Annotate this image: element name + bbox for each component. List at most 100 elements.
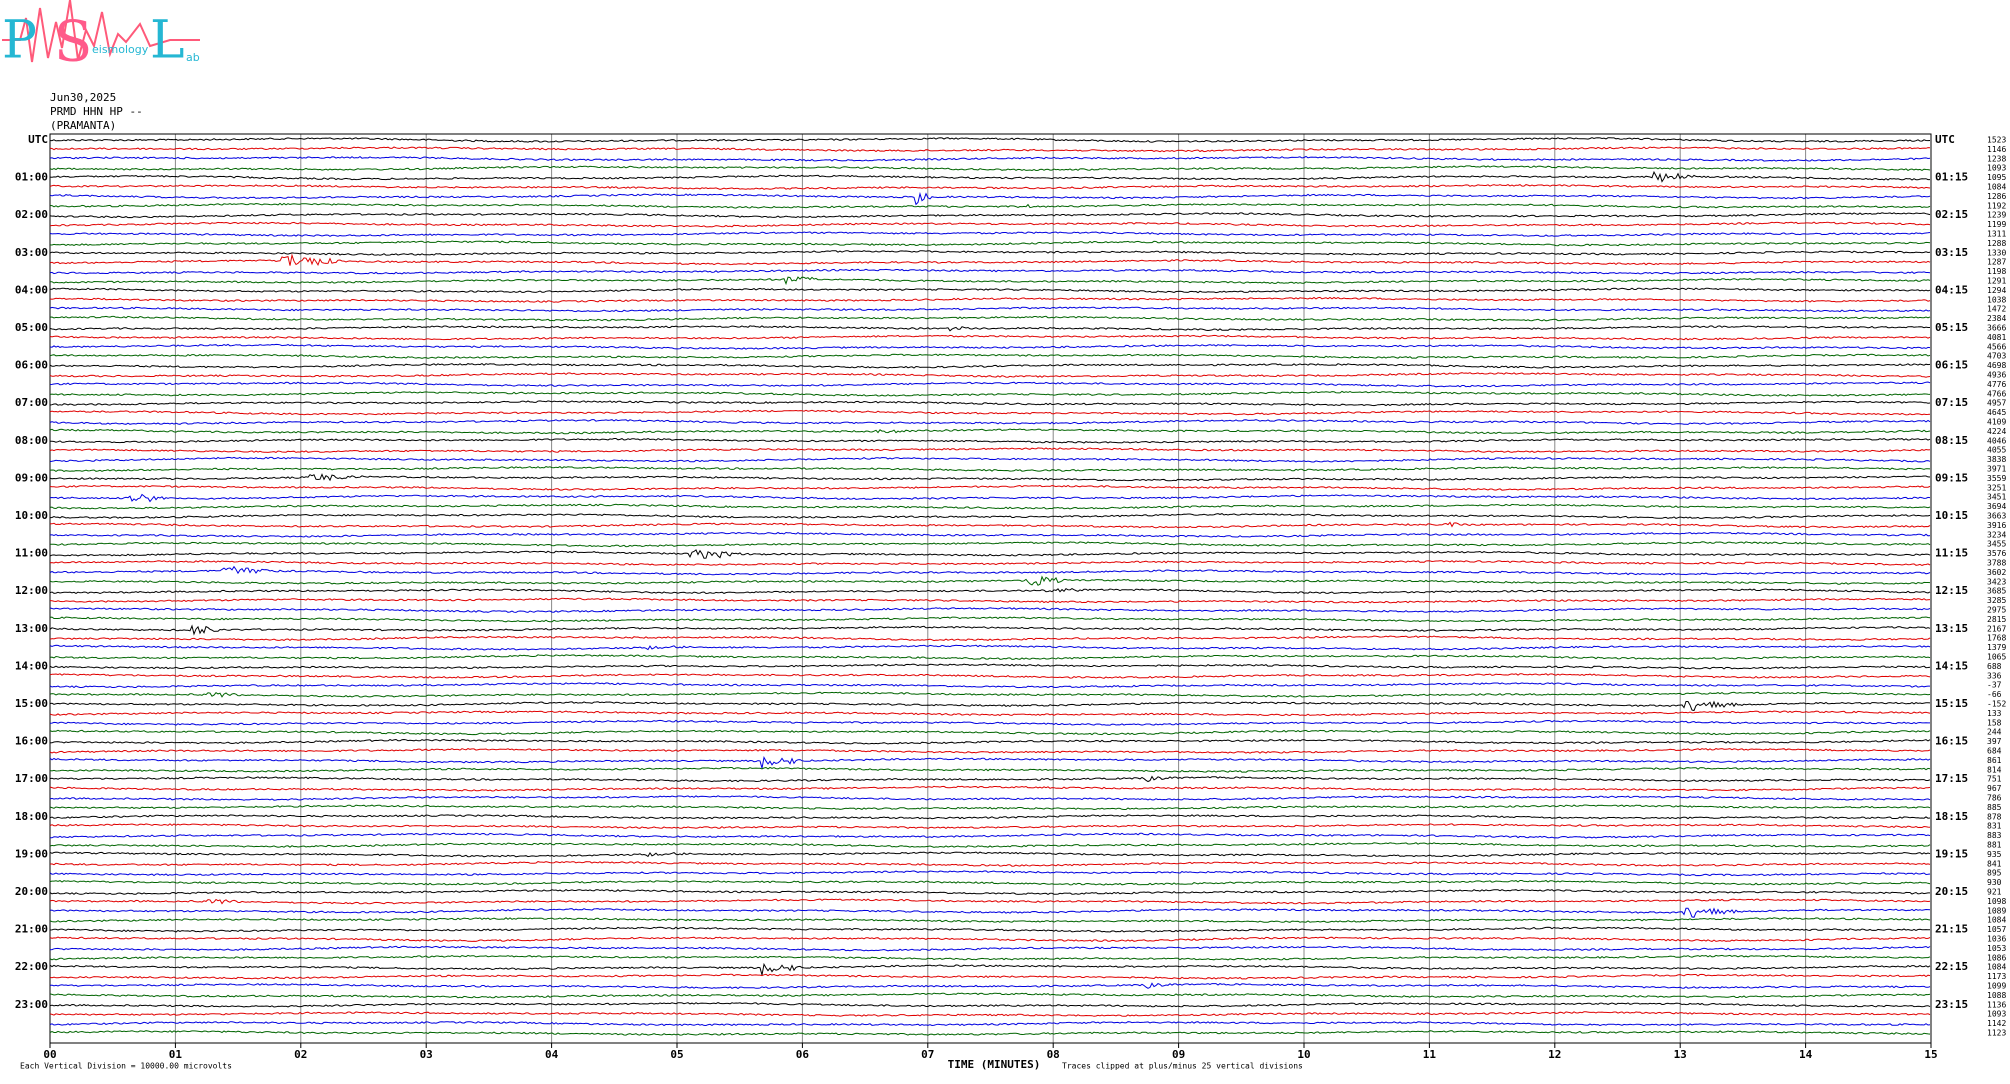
trace (49, 191, 1931, 206)
trace (49, 832, 1931, 839)
trace-offset: 1199 (1987, 220, 2006, 229)
trace (49, 146, 1931, 153)
trace (49, 898, 1931, 905)
trace (49, 748, 1931, 754)
trace-offset: 1287 (1987, 258, 2006, 267)
trace (49, 447, 1931, 453)
trace (49, 372, 1931, 378)
trace-offset: 4703 (1987, 352, 2006, 361)
trace (49, 710, 1931, 717)
left-hour-label: 10:00 (15, 509, 48, 522)
trace (49, 315, 1931, 322)
trace-offset: 3455 (1987, 540, 2006, 549)
trace-offset: 1173 (1987, 972, 2006, 981)
trace-offset: 1192 (1987, 201, 2006, 210)
trace-offset: 1099 (1987, 982, 2006, 991)
trace-offset: 2975 (1987, 606, 2006, 615)
trace-offset: 1294 (1987, 286, 2006, 295)
trace (49, 785, 1931, 792)
trace-offset: 878 (1987, 812, 2002, 821)
left-hour-label: 04:00 (15, 283, 48, 296)
trace (49, 268, 1931, 275)
trace-offset: 133 (1987, 709, 2002, 718)
trace-offset: 1065 (1987, 653, 2006, 662)
trace (49, 419, 1931, 425)
trace-offset: 4957 (1987, 399, 2006, 408)
trace (49, 870, 1931, 877)
trace (49, 531, 1931, 538)
right-hour-label: 01:15 (1935, 171, 1968, 184)
trace (49, 597, 1931, 604)
trace (49, 276, 1931, 286)
trace (49, 635, 1931, 642)
trace (49, 575, 1931, 586)
trace-offset: 1093 (1987, 164, 2006, 173)
trace (49, 560, 1931, 566)
trace-offset: 3685 (1987, 587, 2006, 596)
trace-offset: 935 (1987, 850, 2002, 859)
trace-offset: 2384 (1987, 314, 2006, 323)
trace-offset: 4776 (1987, 380, 2006, 389)
trace-offset: 1239 (1987, 211, 2006, 220)
right-hour-label: 09:15 (1935, 471, 1968, 484)
trace (49, 756, 1931, 769)
trace-offset: 1523 (1987, 136, 2006, 145)
trace (49, 992, 1931, 999)
trace-offset: 881 (1987, 841, 2002, 850)
x-tick-label: 07 (921, 1048, 934, 1061)
trace-offset: 4081 (1987, 333, 2006, 342)
trace-offset: 1288 (1987, 239, 2006, 248)
right-hour-label: 20:15 (1935, 885, 1968, 898)
right-hour-label: 04:15 (1935, 283, 1968, 296)
x-tick-label: 00 (43, 1048, 56, 1061)
trace-offset: 4109 (1987, 418, 2006, 427)
trace (49, 165, 1931, 172)
footer-clip: Traces clipped at plus/minus 25 vertical… (1062, 1062, 1303, 1071)
right-hour-label: 14:15 (1935, 659, 1968, 672)
trace-offset: 1291 (1987, 277, 2006, 286)
left-hour-label: 21:00 (15, 923, 48, 936)
trace-offset: -37 (1987, 681, 2002, 690)
trace (49, 541, 1931, 548)
trace (49, 390, 1931, 397)
trace-offset: 3694 (1987, 502, 2006, 511)
trace-offset: 4566 (1987, 342, 2006, 351)
right-hour-label: 13:15 (1935, 622, 1968, 635)
trace (49, 962, 1931, 976)
trace-offset: 1098 (1987, 897, 2006, 906)
logo-word: eismology (92, 43, 149, 56)
trace (49, 473, 1931, 482)
trace (49, 521, 1931, 529)
x-axis-label: TIME (MINUTES) (948, 1058, 1041, 1071)
trace-offset: 1089 (1987, 906, 2006, 915)
logo-letter: L (150, 11, 185, 71)
right-hour-label: UTC (1935, 133, 1955, 146)
trace-offset: 1038 (1987, 295, 2006, 304)
trace-offset: 1198 (1987, 267, 2006, 276)
trace-offset: 1146 (1987, 145, 2006, 154)
trace-offset: 814 (1987, 765, 2002, 774)
x-tick-label: 14 (1799, 1048, 1813, 1061)
left-hour-label: 02:00 (15, 208, 48, 221)
trace-offset: 1472 (1987, 305, 2006, 314)
trace (49, 624, 1931, 636)
left-hour-label: 15:00 (15, 697, 48, 710)
trace-offset: 921 (1987, 888, 2002, 897)
trace (49, 296, 1931, 303)
trace-offset: 3602 (1987, 568, 2006, 577)
trace (49, 644, 1931, 651)
trace-offset: 3916 (1987, 521, 2006, 530)
left-hour-label: 09:00 (15, 471, 48, 484)
trace (49, 879, 1931, 886)
logo-wave (2, 0, 200, 63)
trace (49, 363, 1931, 369)
trace-offset: 3666 (1987, 324, 2006, 333)
trace-offset: 4055 (1987, 446, 2006, 455)
trace (49, 456, 1931, 463)
trace (49, 1030, 1931, 1036)
trace (49, 654, 1931, 660)
trace (49, 1011, 1931, 1017)
trace-offset: 3285 (1987, 596, 2006, 605)
trace-offset: 861 (1987, 756, 2002, 765)
